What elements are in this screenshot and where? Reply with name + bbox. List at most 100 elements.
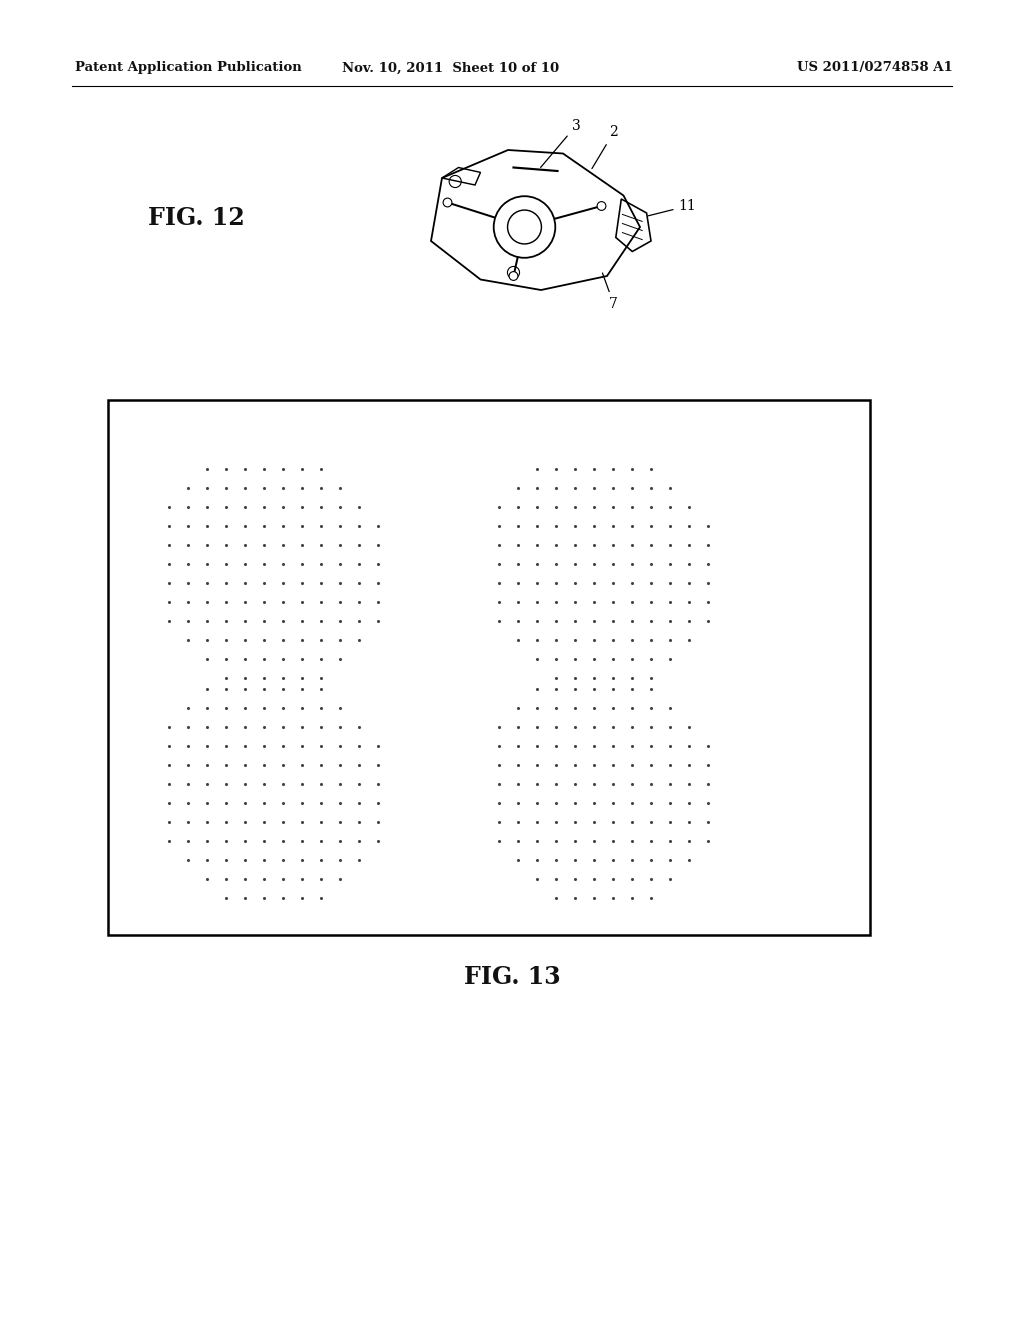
Point [237, 792, 253, 813]
Point [294, 458, 310, 479]
Point [332, 535, 348, 556]
Point [643, 591, 659, 612]
Point [643, 630, 659, 651]
Point [643, 792, 659, 813]
Point [605, 496, 622, 517]
Point [274, 812, 291, 833]
Point [567, 648, 584, 669]
Point [332, 648, 348, 669]
Point [567, 812, 584, 833]
Point [643, 717, 659, 738]
Point [161, 496, 177, 517]
Point [237, 869, 253, 890]
Point [237, 830, 253, 851]
Point [218, 553, 234, 574]
Point [312, 553, 329, 574]
Point [161, 755, 177, 776]
Point [294, 648, 310, 669]
Point [528, 755, 545, 776]
Point [510, 535, 526, 556]
Point [699, 755, 716, 776]
Point [490, 573, 507, 594]
Point [662, 573, 678, 594]
Point [312, 697, 329, 718]
Point [294, 830, 310, 851]
Point [332, 869, 348, 890]
Point [528, 535, 545, 556]
Point [510, 515, 526, 536]
Point [199, 496, 215, 517]
Point [256, 869, 272, 890]
Point [237, 478, 253, 499]
Point [528, 610, 545, 631]
Point [681, 792, 697, 813]
Point [256, 735, 272, 756]
Point [237, 697, 253, 718]
Point [256, 648, 272, 669]
Text: 11: 11 [648, 199, 696, 216]
Point [180, 850, 197, 871]
Point [662, 610, 678, 631]
Point [643, 573, 659, 594]
Point [256, 812, 272, 833]
Point [605, 887, 622, 908]
Point [490, 591, 507, 612]
Point [199, 717, 215, 738]
Point [274, 591, 291, 612]
Point [681, 735, 697, 756]
Point [370, 515, 386, 536]
Point [332, 591, 348, 612]
Point [294, 573, 310, 594]
Point [548, 535, 564, 556]
Point [294, 478, 310, 499]
Point [332, 774, 348, 795]
Point [351, 830, 368, 851]
Point [256, 553, 272, 574]
Point [586, 591, 602, 612]
Point [218, 610, 234, 631]
Point [180, 697, 197, 718]
Point [312, 630, 329, 651]
Point [237, 610, 253, 631]
Point [548, 812, 564, 833]
Point [218, 458, 234, 479]
Point [237, 630, 253, 651]
Point [274, 850, 291, 871]
Point [490, 735, 507, 756]
Point [490, 610, 507, 631]
Point [586, 496, 602, 517]
Point [218, 697, 234, 718]
Point [548, 553, 564, 574]
Point [605, 591, 622, 612]
Point [605, 717, 622, 738]
Point [681, 553, 697, 574]
Point [567, 478, 584, 499]
Point [510, 591, 526, 612]
Point [274, 535, 291, 556]
Point [567, 496, 584, 517]
Bar [108, 400, 870, 935]
Point [218, 496, 234, 517]
Point [312, 515, 329, 536]
Point [699, 553, 716, 574]
Point [256, 573, 272, 594]
Point [332, 515, 348, 536]
Point [548, 515, 564, 536]
Point [294, 535, 310, 556]
Point [624, 887, 640, 908]
Point [237, 735, 253, 756]
Point [548, 717, 564, 738]
Point [199, 792, 215, 813]
Point [624, 755, 640, 776]
Point [528, 678, 545, 700]
Point [218, 478, 234, 499]
Point [370, 610, 386, 631]
Text: Nov. 10, 2011  Sheet 10 of 10: Nov. 10, 2011 Sheet 10 of 10 [342, 62, 559, 74]
Point [528, 573, 545, 594]
Point [218, 830, 234, 851]
Point [161, 515, 177, 536]
Point [586, 535, 602, 556]
Point [274, 630, 291, 651]
Point [294, 850, 310, 871]
Point [662, 792, 678, 813]
